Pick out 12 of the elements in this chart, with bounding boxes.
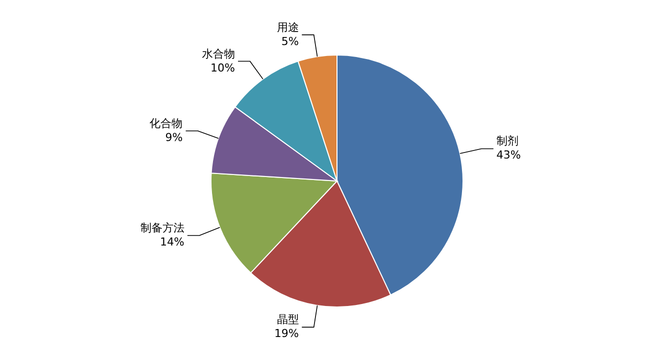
slice-label: 化合物	[150, 116, 183, 130]
slice-label: 制备方法	[140, 221, 184, 234]
slice-label: 水合物	[202, 47, 236, 60]
data-label: 43%	[496, 148, 521, 162]
slice-label: 晶型	[276, 313, 299, 326]
data-label: 10%	[210, 61, 236, 74]
data-label: 19%	[274, 327, 299, 340]
slice-label: 用途	[276, 20, 299, 34]
slice-label: 制剂	[496, 134, 518, 148]
data-label: 5%	[281, 34, 299, 48]
data-label: 9%	[165, 130, 183, 144]
data-label: 14%	[160, 235, 184, 248]
